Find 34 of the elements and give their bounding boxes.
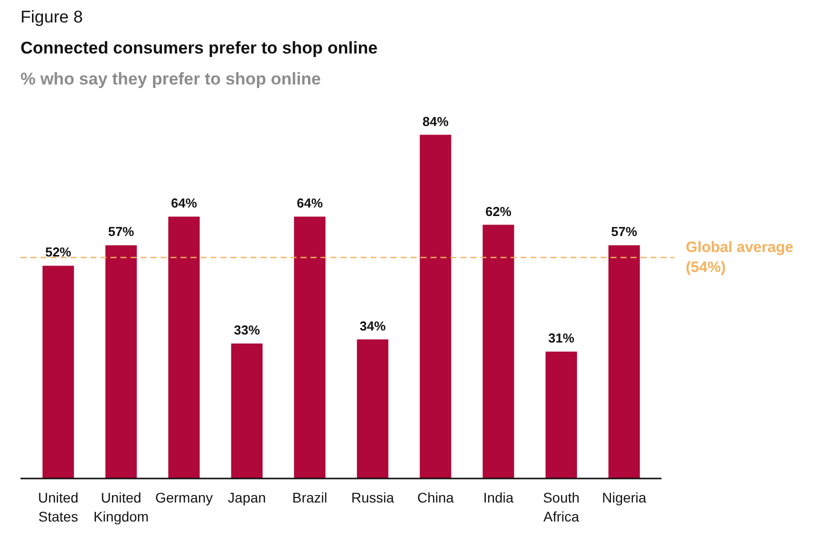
data-label: 62% — [485, 204, 512, 219]
x-tick-label: Brazil — [292, 490, 328, 506]
bar — [420, 134, 452, 478]
data-label: 34% — [360, 318, 386, 334]
data-label: 31% — [548, 330, 575, 346]
bar — [42, 266, 74, 478]
bar — [231, 343, 263, 478]
ref-line-label: Global average (54%) — [686, 239, 794, 276]
x-tick-label: Japan — [228, 490, 266, 506]
bar — [356, 339, 388, 478]
bar — [294, 216, 326, 478]
data-label: 64% — [296, 196, 324, 211]
chart-title: Connected consumers prefer to shop online — [20, 38, 378, 58]
x-tick-label: United Kingdom — [93, 490, 149, 525]
x-tick-label: India — [483, 490, 514, 506]
x-tick-label: United States — [38, 490, 78, 525]
bar — [168, 216, 200, 478]
data-label: 33% — [234, 322, 260, 338]
data-label: 57% — [108, 224, 135, 240]
x-tick-label: Russia — [351, 490, 394, 506]
bar — [482, 224, 514, 478]
x-tick-label: Germany — [155, 490, 213, 506]
chart-subtitle: % who say they prefer to shop online — [20, 70, 321, 88]
x-tick-label: Nigeria — [602, 490, 647, 506]
data-label: 52% — [45, 244, 72, 260]
data-label: 64% — [170, 196, 198, 211]
data-label: 84% — [422, 114, 449, 129]
caption: Figure 8 — [20, 8, 83, 26]
data-label: 57% — [611, 224, 638, 240]
x-tick-label: China — [417, 490, 454, 506]
bar — [105, 245, 137, 478]
bar — [608, 245, 640, 478]
x-tick-label: South Africa — [542, 490, 580, 525]
bar — [546, 352, 577, 478]
